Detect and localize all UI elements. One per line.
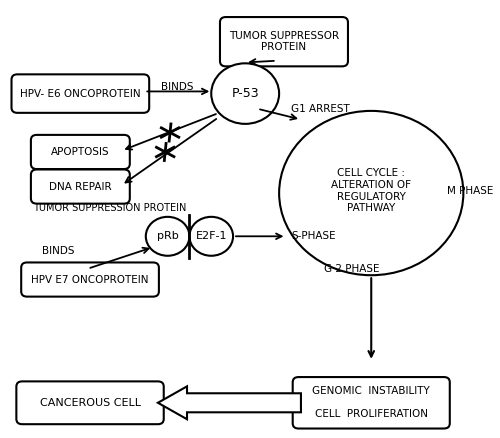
Text: APOPTOSIS: APOPTOSIS	[51, 147, 110, 157]
Text: M PHASE: M PHASE	[448, 186, 494, 196]
Text: G 2 PHASE: G 2 PHASE	[324, 264, 380, 274]
Circle shape	[190, 217, 233, 256]
Text: P-53: P-53	[232, 87, 259, 100]
Text: S-PHASE: S-PHASE	[291, 231, 336, 241]
FancyBboxPatch shape	[12, 74, 149, 113]
Text: DNA REPAIR: DNA REPAIR	[49, 182, 112, 191]
FancyBboxPatch shape	[21, 262, 159, 297]
Circle shape	[212, 64, 279, 124]
Text: BINDS: BINDS	[161, 82, 194, 92]
Text: BINDS: BINDS	[42, 247, 75, 256]
Text: G1 ARREST: G1 ARREST	[291, 104, 350, 114]
FancyBboxPatch shape	[220, 17, 348, 66]
FancyBboxPatch shape	[16, 381, 164, 424]
Text: HPV E7 ONCOPROTEIN: HPV E7 ONCOPROTEIN	[32, 275, 149, 285]
Polygon shape	[158, 386, 301, 419]
Text: E2F-1: E2F-1	[196, 231, 227, 241]
FancyBboxPatch shape	[292, 377, 450, 428]
Circle shape	[146, 217, 190, 256]
Text: pRb: pRb	[156, 231, 178, 241]
Text: CELL CYCLE :
ALTERATION OF
REGULATORY
PATHWAY: CELL CYCLE : ALTERATION OF REGULATORY PA…	[331, 169, 411, 213]
FancyBboxPatch shape	[31, 170, 130, 204]
FancyBboxPatch shape	[31, 135, 130, 169]
Text: TUMOR SUPPRESSION PROTEIN: TUMOR SUPPRESSION PROTEIN	[33, 203, 186, 213]
Text: HPV- E6 ONCOPROTEIN: HPV- E6 ONCOPROTEIN	[20, 88, 140, 99]
Text: CANCEROUS CELL: CANCEROUS CELL	[40, 398, 140, 408]
Text: TUMOR SUPPRESSOR
PROTEIN: TUMOR SUPPRESSOR PROTEIN	[229, 31, 339, 53]
Circle shape	[279, 111, 464, 275]
Text: GENOMIC  INSTABILITY

CELL  PROLIFERATION: GENOMIC INSTABILITY CELL PROLIFERATION	[312, 386, 430, 420]
